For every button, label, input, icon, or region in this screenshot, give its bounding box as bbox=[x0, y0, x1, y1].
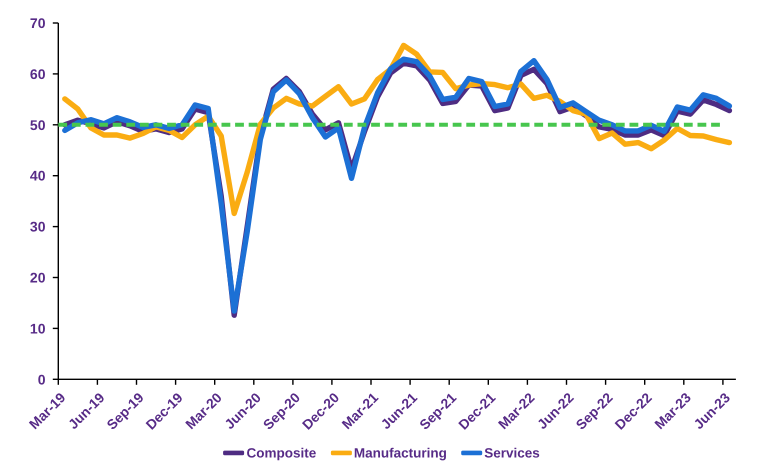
svg-text:70: 70 bbox=[30, 15, 46, 31]
svg-text:Services: Services bbox=[484, 446, 540, 461]
svg-text:30: 30 bbox=[30, 219, 46, 235]
svg-text:0: 0 bbox=[38, 371, 46, 387]
svg-text:10: 10 bbox=[30, 320, 46, 336]
svg-text:50: 50 bbox=[30, 117, 46, 133]
svg-text:Manufacturing: Manufacturing bbox=[354, 446, 447, 461]
svg-text:Composite: Composite bbox=[247, 446, 317, 461]
svg-text:40: 40 bbox=[30, 168, 46, 184]
svg-text:20: 20 bbox=[30, 270, 46, 286]
svg-text:60: 60 bbox=[30, 66, 46, 82]
